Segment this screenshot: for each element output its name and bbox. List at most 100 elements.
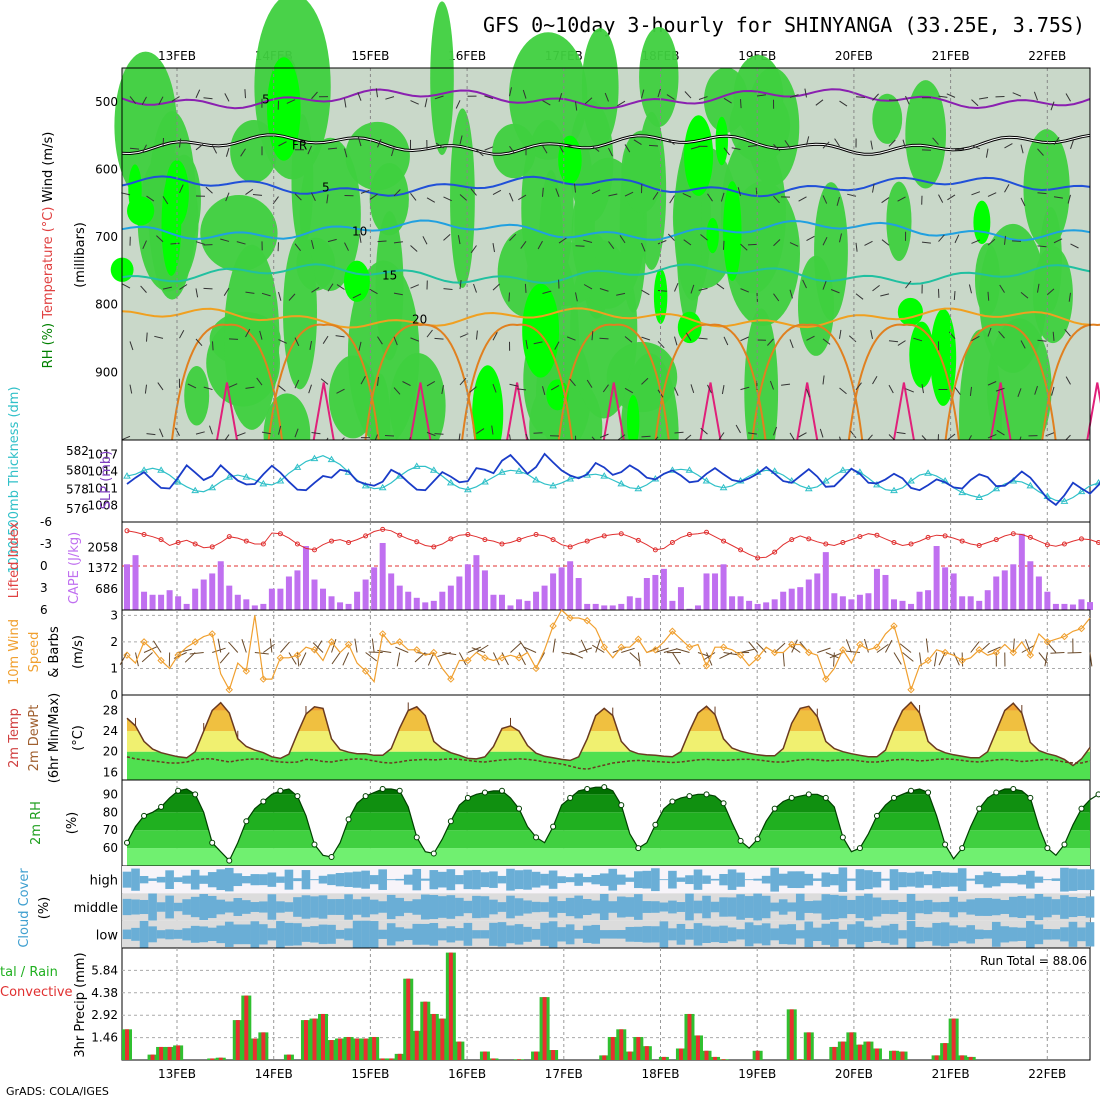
wind-barb	[602, 384, 609, 393]
li-marker	[789, 537, 795, 543]
wind-barb	[508, 292, 510, 302]
wind-barb	[600, 433, 609, 438]
wind-barb	[558, 144, 564, 153]
wind-barb	[212, 647, 226, 653]
wind-barb	[657, 340, 665, 349]
thickness-tick: 576	[66, 502, 89, 516]
wind-barb	[220, 238, 230, 242]
cloud-bar	[259, 924, 268, 945]
wind-barb	[987, 238, 996, 246]
wind-barb	[360, 189, 370, 194]
wind-tick: 1	[110, 661, 118, 675]
cloud-bar	[744, 922, 754, 947]
cloud-bar	[625, 877, 635, 882]
bottom-date-label: 13FEB	[158, 1067, 196, 1081]
wind-marker	[276, 654, 285, 662]
cloud-bar	[190, 896, 200, 918]
cloud-bar	[403, 901, 413, 913]
cloud-bar	[1043, 928, 1052, 940]
cloud-bar	[429, 870, 439, 890]
li-marker	[1027, 534, 1033, 540]
wind-barb	[888, 139, 896, 147]
wind-barb	[641, 435, 651, 438]
li-marker	[959, 538, 965, 544]
wind-barb	[280, 641, 290, 653]
precip-convective-bar	[934, 1055, 939, 1060]
wind-barb	[542, 100, 551, 106]
wind-barb	[426, 380, 436, 387]
thickness-marker	[924, 469, 932, 476]
wind-barb	[552, 638, 556, 653]
precip-convective-bar	[721, 1059, 726, 1060]
cloud-bar	[957, 927, 967, 942]
rh-marker	[1027, 794, 1034, 801]
cloud-bar	[744, 879, 754, 881]
cloud-bar	[310, 926, 319, 943]
wind-barb	[893, 652, 902, 665]
wind-barb	[162, 137, 164, 148]
wind-barb	[344, 242, 349, 251]
cloud-bar	[327, 899, 336, 915]
wind-barb	[804, 88, 807, 98]
wind-marker	[293, 651, 302, 659]
cloud-bar	[1060, 895, 1069, 919]
precip-convective-bar	[517, 1059, 522, 1060]
cloud-bar	[148, 926, 157, 943]
cloud-bar	[761, 895, 771, 919]
cloud-bar	[830, 921, 839, 947]
wind-barb	[905, 280, 912, 289]
cape-bar	[354, 591, 361, 610]
thickness-line	[126, 455, 1100, 503]
thickness-marker	[498, 468, 506, 475]
cape-bar	[686, 608, 693, 610]
wind-barb	[1004, 143, 1013, 149]
wind-barb	[583, 239, 593, 243]
temp-tick: 24	[103, 724, 118, 738]
cape-bar	[643, 578, 650, 610]
wind-barb	[142, 240, 147, 250]
cape-bar	[1052, 603, 1059, 610]
wind-marker	[634, 635, 643, 643]
li-marker	[1078, 536, 1084, 542]
wind-barb	[740, 99, 742, 109]
wind-barb	[822, 338, 831, 345]
cape-bar	[908, 603, 915, 610]
wind-barb	[740, 243, 748, 251]
upper-air-units: (millibars)	[73, 222, 88, 288]
wind-barb	[731, 147, 741, 150]
wind-barb	[1051, 386, 1055, 396]
wind-barb	[819, 428, 824, 438]
wind-ylabel-a: 10m Wind	[7, 619, 22, 685]
wind-tick: 3	[110, 608, 118, 622]
li-marker	[277, 531, 283, 537]
wind-barb	[261, 431, 271, 435]
wind-barb	[375, 88, 378, 98]
temp-tick: 20	[103, 745, 118, 759]
cloud-bar	[753, 925, 762, 944]
wind-barb	[170, 242, 180, 245]
isotherm-label: 10	[352, 224, 367, 238]
cloud-bar	[531, 901, 541, 913]
cloud-bar	[676, 923, 686, 945]
wind-barb	[669, 195, 675, 204]
cape-bar	[158, 594, 165, 610]
hot-contour	[989, 382, 1012, 441]
cloud-bar	[949, 872, 958, 887]
precip-convective-bar	[321, 1013, 326, 1060]
rh-area	[569, 100, 614, 222]
wind-barb	[897, 340, 906, 346]
warm-contour	[557, 323, 670, 441]
cloud-bar	[983, 930, 993, 939]
precip-panel-frame	[121, 947, 1091, 1061]
wind-barb	[326, 194, 329, 204]
precip-convective-bar	[150, 1054, 155, 1060]
wind-barb	[368, 651, 383, 653]
cloud-bar	[438, 871, 447, 888]
warm-contour	[1041, 323, 1100, 441]
wind-barb	[629, 652, 641, 663]
cape-bar	[413, 597, 420, 610]
wind-barb	[723, 147, 730, 156]
precip-convective-bar	[303, 1020, 308, 1060]
cloud-bar	[335, 899, 345, 915]
li-marker	[465, 531, 471, 537]
